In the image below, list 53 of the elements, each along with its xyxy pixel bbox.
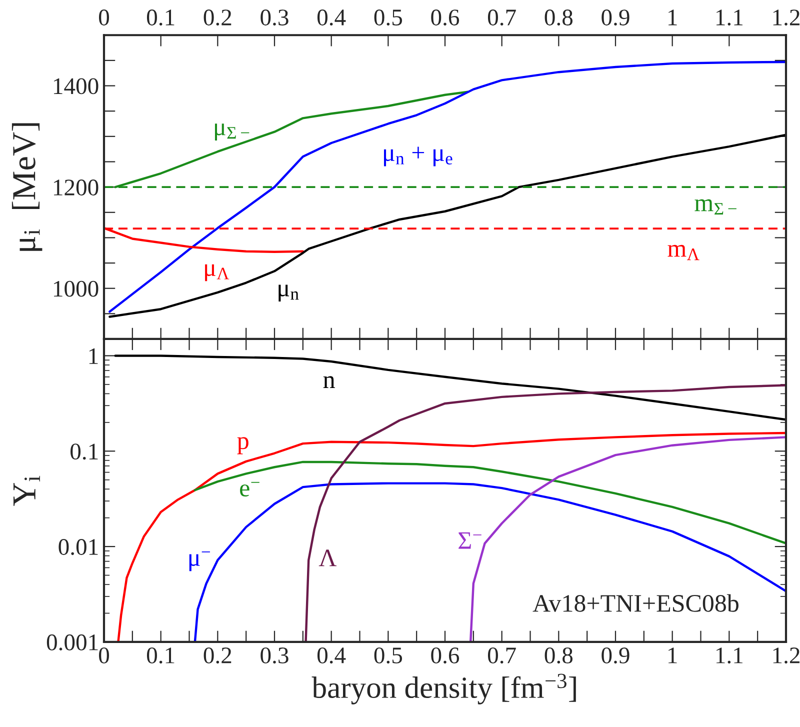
series-label: μ$_{n}$ + μ$_{e}$ <box>384 146 452 166</box>
x2-tick-label: 0.2 <box>204 10 232 26</box>
ref-line-label: m$_{Λ}$ <box>668 244 700 260</box>
y-tick-label: 0.1 <box>70 444 98 460</box>
line-series <box>469 436 786 642</box>
x2-tick-label: 0.9 <box>602 10 630 26</box>
x2-tick-label: 0.3 <box>260 10 288 26</box>
x-tick-label: 0.7 <box>488 647 516 664</box>
y-tick-label: 1000 <box>54 280 98 297</box>
x-axis-title: baryon density [fm$^{−3}$] <box>312 674 576 704</box>
x2-tick-label: 0 <box>98 10 110 26</box>
x-tick-label: 0 <box>98 647 110 664</box>
x2-tick-label: 0.4 <box>317 10 346 26</box>
y-tick-label: 1 <box>89 348 98 364</box>
x2-tick-label: 1.1 <box>716 10 743 26</box>
y-axis-title: μ$_{i}$ [MeV] <box>12 123 42 251</box>
x2-tick-label: 0.8 <box>544 10 573 26</box>
x2-tick-label: 0.6 <box>431 10 460 26</box>
x2-tick-label: 1 <box>668 10 677 26</box>
series-label: μ$_{Λ}$ <box>205 264 230 282</box>
x-tick-label: 1 <box>668 648 677 664</box>
x-tick-label: 0.4 <box>317 647 346 664</box>
ref-line-label: m$_{Σ−}$ <box>694 199 736 215</box>
series-label: μ$^{−}$ <box>189 551 210 572</box>
series-label: μ$_{Σ−}$ <box>214 124 250 140</box>
series-label: n <box>323 376 335 388</box>
x2-tick-label: 0.1 <box>146 10 174 26</box>
line-series <box>114 354 786 421</box>
x2-tick-label: 0.7 <box>488 10 516 26</box>
annotation: Av18+TNI+ESC08b <box>532 594 738 612</box>
y-tick-label: 1200 <box>54 180 98 196</box>
x-tick-label: 0.6 <box>431 647 460 664</box>
y-tick-label: 0.01 <box>58 539 98 556</box>
line-series <box>117 432 786 642</box>
x2-tick-label: 0.5 <box>374 10 402 26</box>
series-label: μ$_{n}$ <box>278 284 299 302</box>
y-tick-label: 0.001 <box>46 634 98 650</box>
series-label: e$^{−}$ <box>240 482 260 496</box>
x-tick-label: 0.5 <box>374 647 402 664</box>
x-tick-label: 0.9 <box>602 647 630 664</box>
y-tick-label: 1400 <box>54 78 98 94</box>
x-tick-label: 0.8 <box>544 647 573 664</box>
x-tick-label: 0.1 <box>146 647 174 664</box>
x-tick-label: 1.2 <box>773 648 800 664</box>
x-tick-label: 0.3 <box>260 647 288 664</box>
series-label: Σ$^{−}$ <box>458 532 482 549</box>
x-tick-label: 1.1 <box>716 648 743 664</box>
line-series <box>108 60 786 313</box>
x2-tick-label: 1.2 <box>773 10 800 26</box>
y-axis-title: Y$_{i}$ <box>14 476 40 506</box>
series-label: p <box>237 437 248 454</box>
x-tick-label: 0.2 <box>204 647 232 664</box>
series-label: Λ <box>318 550 337 566</box>
